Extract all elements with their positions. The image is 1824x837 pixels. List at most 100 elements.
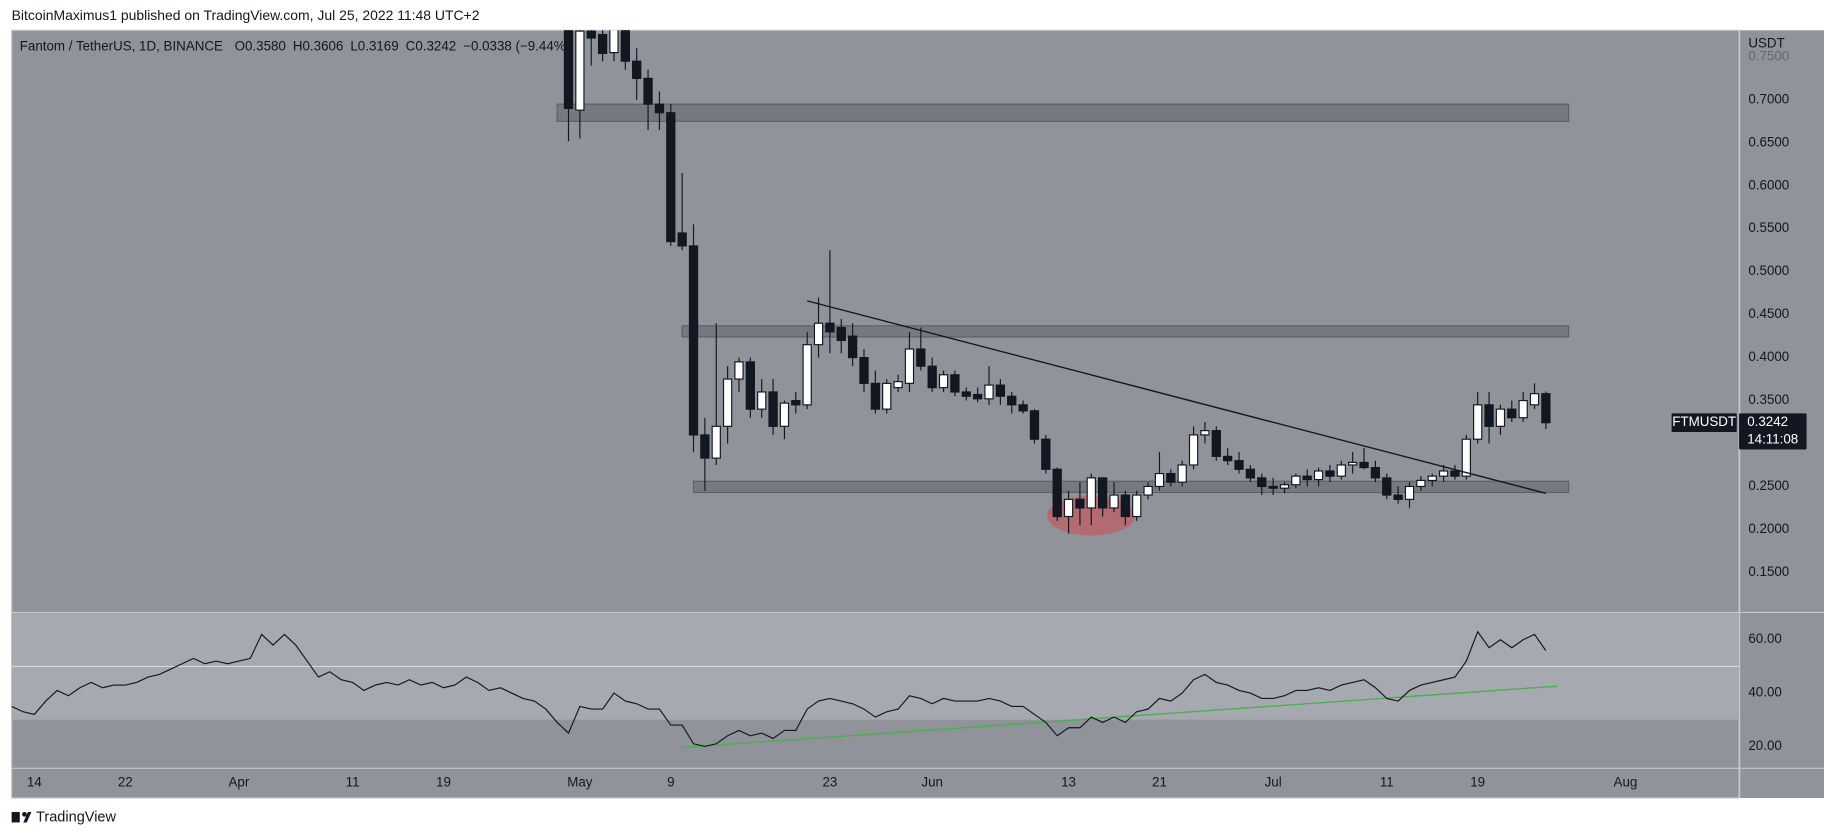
y-tick-label: 0.1500 [1748, 564, 1789, 579]
candle-body [847, 335, 858, 359]
candle-body [1541, 393, 1551, 424]
trendline [806, 300, 1547, 495]
candle-body [1132, 494, 1142, 518]
candle-body [1154, 472, 1165, 488]
candle-body [1291, 475, 1301, 486]
candle-body [1507, 408, 1517, 419]
legend-value: 0.3242 [415, 38, 456, 53]
candle-body [722, 378, 733, 427]
legend-value: 0.3580 [245, 38, 286, 53]
candle-body [882, 382, 892, 410]
y-tick-label: 0.3500 [1748, 392, 1789, 407]
x-tick-label: Aug [1614, 774, 1638, 789]
x-tick-label: Jul [1265, 774, 1282, 789]
candle-body [791, 399, 801, 406]
legend-value: 0.3169 [358, 38, 399, 53]
candle-body [927, 365, 937, 389]
legend-key: O [235, 38, 245, 53]
candle-body [904, 348, 915, 384]
x-tick-label: 19 [436, 774, 451, 789]
y-tick-label: 0.4000 [1748, 349, 1789, 364]
candle-body [1177, 464, 1187, 483]
candle-body [1279, 484, 1290, 489]
candle-body [1120, 494, 1131, 518]
candle-body [654, 103, 665, 114]
candle-body [1029, 410, 1040, 440]
candle-body [938, 374, 949, 389]
candle-body [870, 382, 881, 410]
legend-value: 0.3606 [303, 38, 344, 53]
y-tick-label: 0.6500 [1748, 134, 1789, 149]
candle-body [1495, 408, 1506, 427]
candle-body [1427, 475, 1437, 482]
x-tick-label: 22 [118, 774, 133, 789]
candle-body [995, 384, 1006, 397]
candle-body [893, 381, 903, 389]
footer-logo: TradingView [11, 810, 117, 826]
candle-body [1223, 455, 1233, 462]
candle-body [779, 402, 790, 427]
candle-body [1007, 395, 1017, 406]
candle-body [984, 384, 994, 400]
rsi-tick-label: 20.00 [1748, 738, 1781, 753]
candle-body [1075, 498, 1085, 509]
y-tick-label: 0.7000 [1748, 91, 1789, 106]
logo-dot [22, 811, 27, 817]
candle-body [1473, 404, 1483, 440]
candle-body [1518, 399, 1528, 419]
x-tick-label: 9 [667, 774, 674, 789]
candle-body [813, 322, 824, 346]
candle-body [643, 77, 653, 105]
candle-body [1370, 466, 1381, 479]
candle-body [802, 344, 812, 406]
zone [556, 103, 1570, 122]
y-tick-label: 0.2000 [1748, 521, 1789, 536]
x-tick-label: Jun [921, 774, 943, 789]
candle-body [677, 232, 687, 247]
candle-body [1393, 494, 1403, 500]
legend-title: Fantom / TetherUS, 1D, BINANCE [20, 38, 223, 53]
candle-body [1086, 477, 1096, 509]
axis-unit: USDT [1748, 36, 1784, 51]
candle-body [1313, 470, 1324, 481]
candle-body [1041, 438, 1051, 470]
candle-body [1211, 430, 1221, 457]
price-pane [556, 30, 1570, 536]
y-tick-label: 0.2500 [1748, 478, 1789, 493]
candle-body [700, 434, 710, 459]
rsi-line [11, 630, 1547, 748]
candle-body [745, 361, 755, 410]
candle-body [1109, 494, 1119, 509]
zone [681, 325, 1570, 338]
candle-body [1484, 404, 1494, 427]
x-tick-label: Apr [229, 774, 250, 789]
candle-body [586, 30, 596, 39]
zone [692, 480, 1570, 494]
legend-change: −0.0338 (−9.44%) [463, 38, 570, 53]
symbol-legend: Fantom / TetherUS, 1D, BINANCE O0.3580 H0.… [20, 38, 570, 53]
price-label: 0.3242 [1747, 414, 1788, 429]
candle-body [632, 60, 642, 79]
x-tick-label: 11 [346, 774, 360, 789]
countdown-label: 14:11:08 [1747, 432, 1798, 447]
candle-body [1404, 485, 1415, 500]
footer-text: TradingView [36, 810, 116, 826]
candle-body [1438, 470, 1449, 477]
candle-body [825, 322, 835, 333]
candle-body [1063, 498, 1074, 518]
candle-body [972, 393, 983, 400]
legend-key: L [350, 38, 357, 53]
logo-slash [23, 811, 32, 823]
candle-body [1336, 464, 1346, 477]
candle-body [757, 391, 767, 410]
symbol-box [1671, 413, 1737, 433]
candle-body [1200, 430, 1210, 436]
legend-key: C [406, 38, 416, 53]
candle-body [836, 326, 846, 341]
candle-body [688, 245, 699, 436]
candle-body [609, 30, 619, 54]
candle-body [1234, 460, 1244, 470]
candle-body [1450, 470, 1460, 477]
